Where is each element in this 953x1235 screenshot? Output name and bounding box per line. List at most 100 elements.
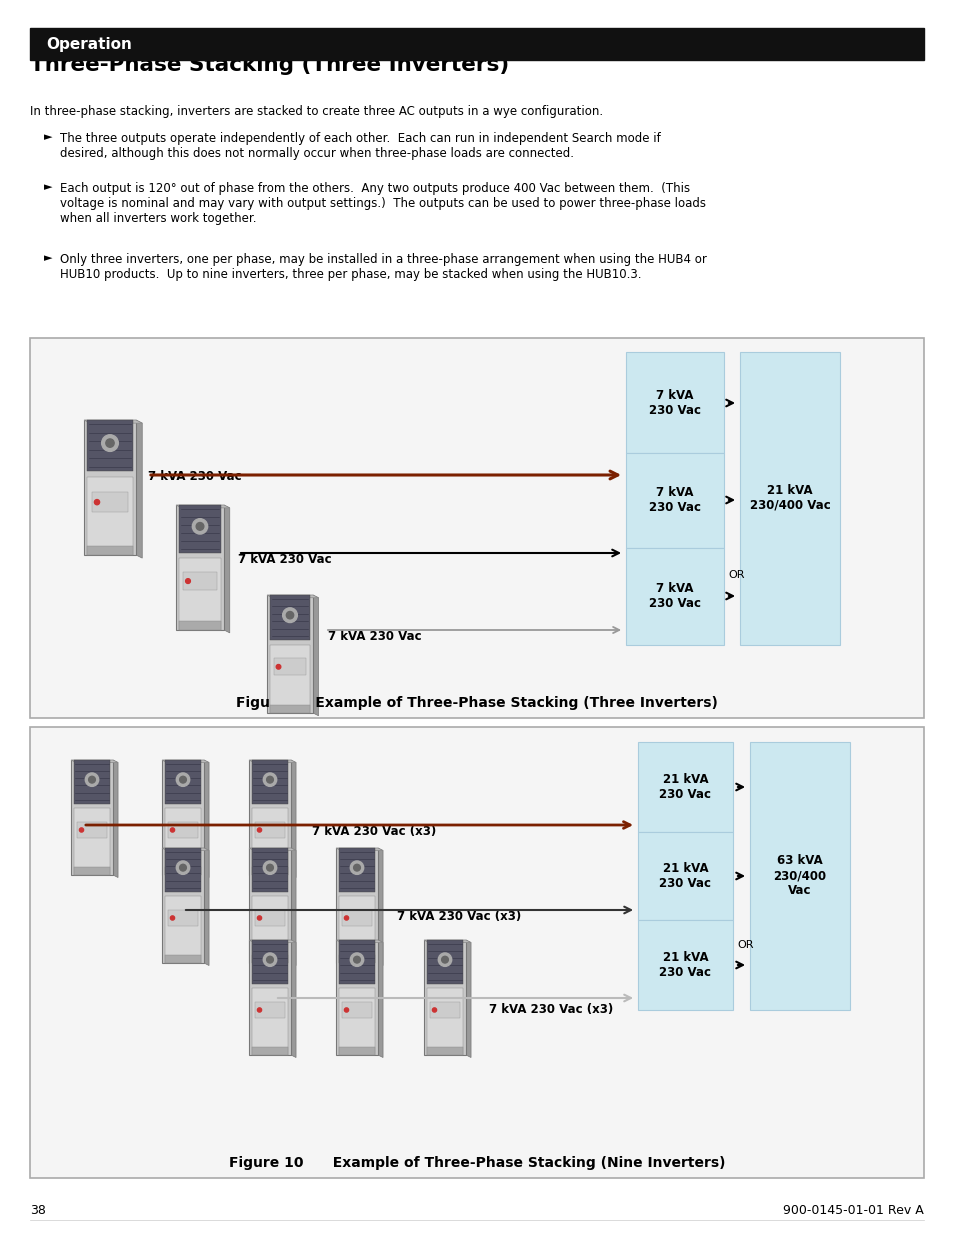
Bar <box>179 621 221 630</box>
Text: 7 kVA
230 Vac: 7 kVA 230 Vac <box>648 389 700 417</box>
Bar <box>638 920 732 1010</box>
Polygon shape <box>162 760 209 762</box>
Bar <box>87 546 132 555</box>
Bar <box>252 897 288 963</box>
Text: ►: ► <box>44 253 52 263</box>
Bar <box>252 1047 288 1055</box>
Text: ►: ► <box>44 132 52 142</box>
Bar <box>252 940 288 984</box>
Bar <box>426 988 463 1055</box>
Text: Figure 10      Example of Three-Phase Stacking (Nine Inverters): Figure 10 Example of Three-Phase Stackin… <box>229 1156 724 1170</box>
Polygon shape <box>291 760 295 878</box>
Bar <box>625 548 723 645</box>
Bar <box>342 910 372 926</box>
Bar <box>91 493 128 513</box>
Bar <box>179 505 221 552</box>
Bar <box>179 557 221 630</box>
Circle shape <box>179 864 186 871</box>
Bar <box>270 705 310 713</box>
Bar <box>164 955 201 963</box>
Bar <box>73 867 111 876</box>
Circle shape <box>94 499 99 505</box>
Bar <box>740 352 840 645</box>
Bar <box>249 940 291 1055</box>
Circle shape <box>354 956 360 963</box>
Polygon shape <box>335 848 383 851</box>
Bar <box>87 420 132 472</box>
Circle shape <box>176 773 190 787</box>
Bar <box>164 867 201 876</box>
Polygon shape <box>175 505 230 508</box>
Bar <box>30 338 923 718</box>
Bar <box>335 848 377 963</box>
Text: In three-phase stacking, inverters are stacked to create three AC outputs in a w: In three-phase stacking, inverters are s… <box>30 105 602 119</box>
Polygon shape <box>313 595 318 716</box>
Bar <box>255 910 284 926</box>
Circle shape <box>437 953 452 966</box>
Bar <box>30 727 923 1178</box>
Text: 63 kVA
230/400
Vac: 63 kVA 230/400 Vac <box>773 855 825 898</box>
Bar <box>168 821 197 839</box>
Circle shape <box>432 1008 436 1011</box>
Bar <box>638 742 732 832</box>
Circle shape <box>263 861 276 874</box>
Circle shape <box>179 777 186 783</box>
Circle shape <box>286 611 294 619</box>
Circle shape <box>350 953 363 966</box>
Circle shape <box>85 773 98 787</box>
Polygon shape <box>204 848 209 966</box>
Text: 21 kVA
230/400 Vac: 21 kVA 230/400 Vac <box>749 484 829 513</box>
Bar <box>77 821 107 839</box>
Text: Each output is 120° out of phase from the others.  Any two outputs produce 400 V: Each output is 120° out of phase from th… <box>60 182 705 225</box>
Circle shape <box>282 608 297 622</box>
Circle shape <box>266 956 274 963</box>
Bar <box>338 940 375 984</box>
Text: 21 kVA
230 Vac: 21 kVA 230 Vac <box>659 773 711 802</box>
Text: OR: OR <box>727 571 743 580</box>
Bar <box>252 867 288 876</box>
Text: Figure 9   Example of Three-Phase Stacking (Three Inverters): Figure 9 Example of Three-Phase Stacking… <box>235 697 718 710</box>
Circle shape <box>257 827 261 832</box>
Bar <box>252 760 288 804</box>
Text: Operation: Operation <box>46 37 132 52</box>
Text: ►: ► <box>44 182 52 191</box>
Circle shape <box>79 827 84 832</box>
Polygon shape <box>249 940 295 942</box>
Circle shape <box>89 777 95 783</box>
Bar <box>73 760 111 804</box>
Bar <box>30 28 923 61</box>
Text: Only three inverters, one per phase, may be installed in a three-phase arrangeme: Only three inverters, one per phase, may… <box>60 253 706 282</box>
Bar <box>625 453 723 548</box>
Bar <box>274 658 306 676</box>
Text: 7 kVA
230 Vac: 7 kVA 230 Vac <box>648 487 700 514</box>
Bar <box>164 897 201 963</box>
Bar <box>338 988 375 1055</box>
Bar <box>423 940 465 1055</box>
Polygon shape <box>84 420 142 424</box>
Polygon shape <box>112 760 118 878</box>
Bar <box>252 808 288 876</box>
Text: OR: OR <box>737 940 753 950</box>
Text: 7 kVA 230 Vac: 7 kVA 230 Vac <box>148 471 241 483</box>
Bar <box>342 1002 372 1019</box>
Polygon shape <box>291 848 295 966</box>
Bar <box>426 940 463 984</box>
Polygon shape <box>136 420 142 558</box>
Bar <box>162 760 204 876</box>
Bar <box>338 1047 375 1055</box>
Bar <box>249 760 291 876</box>
Text: The three outputs operate independently of each other.  Each can run in independ: The three outputs operate independently … <box>60 132 660 161</box>
Text: 21 kVA
230 Vac: 21 kVA 230 Vac <box>659 951 711 979</box>
Bar <box>175 505 224 630</box>
Bar <box>164 848 201 892</box>
Bar <box>252 988 288 1055</box>
Bar <box>71 760 112 876</box>
Circle shape <box>186 579 191 583</box>
Polygon shape <box>377 848 383 966</box>
Bar <box>73 808 111 876</box>
Bar <box>338 955 375 963</box>
Text: 7 kVA 230 Vac: 7 kVA 230 Vac <box>237 553 332 566</box>
Text: 7 kVA 230 Vac (x3): 7 kVA 230 Vac (x3) <box>312 825 436 839</box>
Circle shape <box>344 1008 348 1011</box>
Bar <box>252 955 288 963</box>
